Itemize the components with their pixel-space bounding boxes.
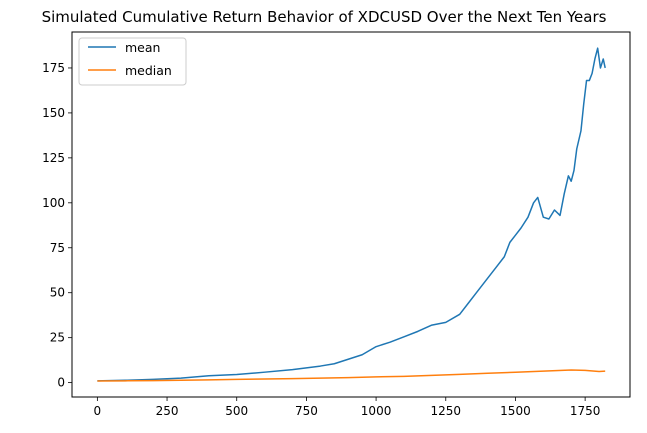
x-tick-label: 1000 [361,404,392,418]
series-layer [97,47,606,382]
legend-label-mean: mean [125,40,160,55]
y-axis: 0 25 50 75 100 125 150 175 [42,61,72,390]
x-tick-label: 1250 [430,404,461,418]
x-tick-label: 1750 [570,404,601,418]
y-tick-label: 50 [50,286,65,300]
x-axis: 0 250 500 750 1000 1250 1500 1750 [94,397,601,418]
x-tick-label: 750 [295,404,318,418]
y-tick-label: 0 [57,376,65,390]
legend: mean median [78,37,187,86]
y-tick-label: 100 [42,196,65,210]
series-line-mean [97,47,606,382]
plot-frame [71,31,631,398]
series-line-median [97,369,606,382]
legend-box [78,37,187,86]
y-tick-label: 25 [50,331,65,345]
x-tick-label: 250 [156,404,179,418]
legend-label-median: median [125,63,172,78]
x-tick-label: 500 [225,404,248,418]
x-tick-label: 1500 [500,404,531,418]
chart-title: Simulated Cumulative Return Behavior of … [42,8,607,26]
y-tick-label: 150 [42,106,65,120]
y-tick-label: 175 [42,61,65,75]
y-tick-label: 75 [50,241,65,255]
x-tick-label: 0 [94,404,102,418]
y-tick-label: 125 [42,151,65,165]
